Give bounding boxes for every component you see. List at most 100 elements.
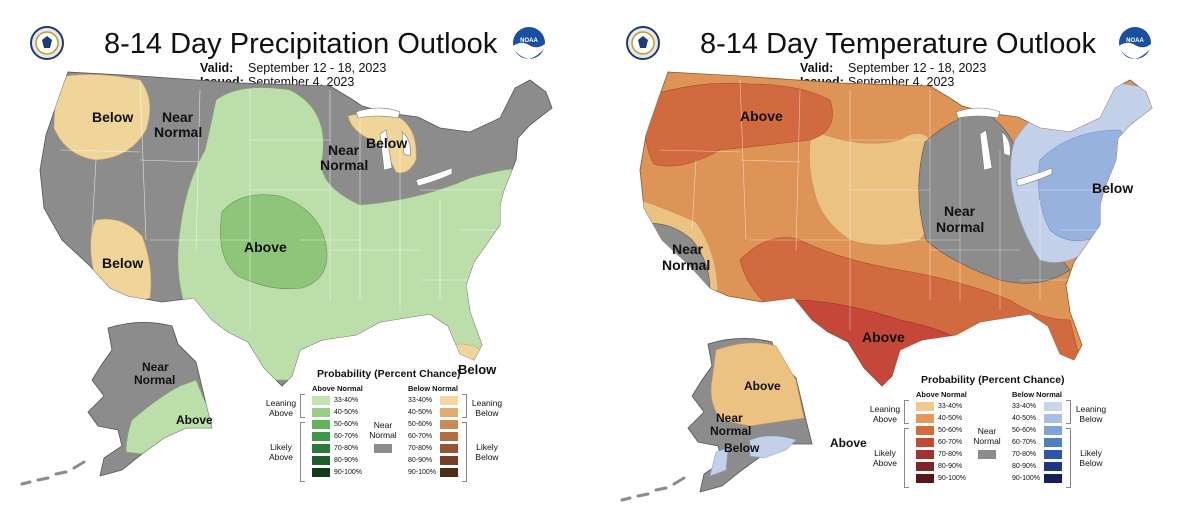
legend-above-swatch [312,408,330,417]
legend-above-head: Above Normal [312,384,363,393]
legend-near-swatch [978,450,996,459]
legend-above-range: 80-90% [334,457,359,464]
valid-dates: September 12 - 18, 2023 [848,61,987,75]
precipitation-panel: 8-14 Day Precipitation Outlook NOAA Vali… [20,26,553,486]
great-lakes [355,107,453,187]
legend-leaning-above: Leaning Above [869,404,901,424]
noaa-logo-icon: NOAA [513,27,545,59]
state-lines [659,79,1100,330]
legend-near-normal: Near Normal [369,420,397,440]
legend-title: Probability (Percent Chance) [317,368,461,380]
legend-above-range: 80-90% [938,463,963,470]
legend-below-swatch [440,456,458,465]
label-near-mw-1: Near [944,203,976,219]
legend-above-swatch [312,468,330,477]
page-title: 8-14 Day Precipitation Outlook [104,28,498,60]
legend-below-range: 50-60% [1012,427,1037,434]
aleutian-islands [20,460,86,486]
label-near-ak-2: Normal [134,373,175,387]
legend-above-swatch [916,450,934,459]
legend-below-range: 33-40% [408,397,433,404]
legend-brace-right [1066,400,1071,424]
label-above-nw: Above [740,108,783,124]
label-near-ca-2: Normal [662,257,710,273]
legend-near-normal: Near Normal [973,426,1001,446]
svg-text:NOAA: NOAA [1126,38,1144,44]
legend-above-range: 40-50% [334,409,359,416]
label-above-tx: Above [862,329,905,345]
label-below-ne: Below [1092,180,1133,196]
legend-brace-right [462,394,467,418]
legend-below-range: 90-100% [408,469,437,476]
legend-brace-left-2 [904,428,909,488]
label-below-nw: Below [92,109,133,125]
legend-below-range: 60-70% [1012,439,1037,446]
legend-below-swatch [440,396,458,405]
legend-below-swatch [440,432,458,441]
legend-above-range: 33-40% [334,397,359,404]
legend-brace-right-2 [1066,428,1071,488]
legend-below-range: 80-90% [408,457,433,464]
alaska-above-region [710,342,805,427]
likely-above-nw [644,82,833,167]
noaa-logo-icon: NOAA [1119,27,1151,59]
legend-title: Probability (Percent Chance) [921,374,1065,386]
legend-above-range: 90-100% [334,469,363,476]
legend-below-swatch [440,468,458,477]
legend-above-swatch [916,426,934,435]
legend-brace-left [904,400,909,424]
legend-above-range: 60-70% [334,433,359,440]
legend-above-range: 50-60% [938,427,963,434]
legend-below-range: 90-100% [1012,475,1041,482]
legend-brace-left [300,394,305,418]
legend-below-range: 40-50% [408,409,433,416]
legend-below-swatch [1044,462,1062,471]
legend-above-swatch [916,474,934,483]
valid-line: Valid: September 12 - 18, 2023 [200,61,386,75]
legend-below-swatch [440,420,458,429]
label-near-nw-2: Normal [154,124,202,140]
legend-below-range: 70-80% [1012,451,1037,458]
label-above-ak: Above [176,413,213,427]
legend-below-swatch [1044,474,1062,483]
legend-leaning-below: Leaning Below [1075,404,1107,424]
legend-below-range: 33-40% [1012,403,1037,410]
alaska-below-region [709,435,797,477]
temp-legend: Probability (Percent Chance) Above Norma… [866,374,1106,494]
legend-below-range: 50-60% [408,421,433,428]
legend-likely-above: Likely Above [268,442,294,462]
state-lines [59,79,500,330]
legend-below-range: 60-70% [408,433,433,440]
alaska-above-region [125,379,213,455]
label-near-ak-1: Near [716,411,743,425]
legend-brace-right-2 [462,422,467,482]
legend-below-swatch [1044,414,1062,423]
label-above-plains: Above [244,239,287,255]
label-below-fl: Below [458,362,497,377]
page-title: 8-14 Day Temperature Outlook [700,28,1097,60]
legend-above-swatch [312,396,330,405]
label-near-gl-1: Near [328,142,360,158]
legend-brace-left-2 [300,422,305,482]
legend-near-swatch [374,444,392,453]
label-below-ca: Below [102,255,143,271]
legend-above-range: 33-40% [938,403,963,410]
precipitation-map: Below Near Normal Near Normal Below Belo… [20,71,553,486]
legend-above-swatch [916,462,934,471]
valid-line: Valid: September 12 - 18, 2023 [800,61,986,75]
legend-likely-below: Likely Below [475,442,499,462]
legend-below-head: Below Normal [408,384,459,393]
likely-above-region [220,194,328,290]
legend-below-swatch [1044,426,1062,435]
legend-below-swatch [440,444,458,453]
label-above-ak: Above [744,379,781,393]
label-near-ca-1: Near [672,241,704,257]
legend-below-swatch [1044,402,1062,411]
aleutian-islands [620,476,686,502]
svg-text:NOAA: NOAA [520,38,538,44]
legend-above-range: 60-70% [938,439,963,446]
legend-below-head: Below Normal [1012,390,1063,399]
legend-above-swatch [916,414,934,423]
doc-seal-icon [626,26,660,60]
legend-leaning-above: Leaning Above [265,398,297,418]
